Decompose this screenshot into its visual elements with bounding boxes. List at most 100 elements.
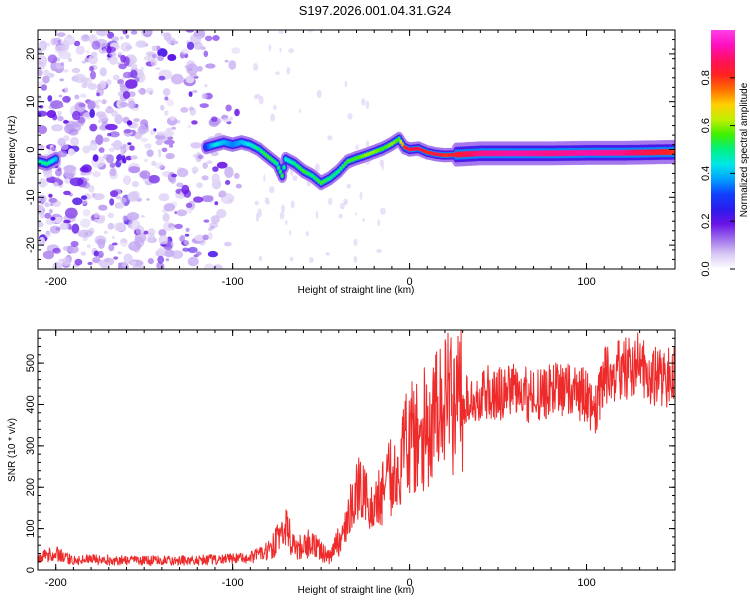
noise-speck — [125, 45, 133, 50]
noise-speck — [179, 235, 185, 243]
ridge-mark — [257, 147, 261, 152]
noise-speck — [103, 230, 108, 234]
noise-speck — [186, 41, 195, 51]
noise-speck — [71, 223, 80, 234]
noise-speck — [85, 50, 90, 54]
noise-speck — [58, 94, 63, 98]
noise-speck — [191, 120, 198, 125]
noise-speck — [202, 234, 209, 241]
noise-speck — [158, 229, 167, 237]
ridge-mark — [549, 150, 553, 157]
noise-speck — [109, 55, 118, 65]
y-tick-label: 0 — [25, 146, 37, 152]
noise-speck — [194, 234, 205, 242]
ridge-mark — [610, 149, 613, 157]
ridge-mark — [568, 149, 572, 157]
noise-speck — [80, 251, 87, 256]
noise-speck — [125, 34, 130, 39]
ridge-mark — [537, 150, 540, 157]
ridge-mark — [215, 142, 219, 147]
noise-speck — [73, 40, 81, 47]
ridge-mark — [643, 149, 646, 156]
noise-speck — [224, 241, 232, 247]
ridge-mark — [423, 149, 427, 154]
noise-speck — [50, 60, 58, 72]
noise-speck — [89, 123, 98, 132]
noise-speck — [206, 160, 213, 165]
ridge-mark — [589, 149, 593, 157]
ridge-mark — [587, 149, 590, 157]
noise-speck — [109, 51, 117, 57]
noise-speck — [119, 83, 126, 89]
noise-speck — [50, 37, 58, 46]
ridge-mark — [603, 149, 607, 157]
ridge-mark — [614, 149, 618, 157]
ridge-mark — [346, 159, 350, 164]
colorbar: 0.0 0.2 0.4 0.6 0.8 Normalized spectral ampl… — [700, 30, 750, 277]
ridge-mark — [560, 149, 563, 157]
ridge-mark — [262, 151, 265, 156]
colorbar-gradient — [711, 30, 735, 269]
noise-speck — [44, 212, 52, 219]
y-tick-label: 20 — [25, 48, 37, 60]
noise-speck — [131, 122, 139, 129]
noise-speck — [381, 163, 384, 171]
ridge-mark — [491, 150, 495, 157]
noise-speck — [114, 202, 125, 209]
noise-speck — [182, 247, 190, 252]
noise-speck — [109, 131, 120, 138]
ridge-mark — [279, 169, 282, 174]
noise-speck — [110, 190, 119, 198]
noise-speck — [157, 247, 166, 254]
noise-speck — [113, 222, 127, 232]
noise-speck — [107, 31, 115, 39]
noise-speck — [143, 30, 152, 35]
noise-speck — [228, 198, 232, 203]
noise-speck — [212, 166, 219, 172]
ridge-mark — [355, 156, 358, 161]
ridge-mark — [564, 149, 568, 157]
snr-y-label: SNR (10 * v/v) — [7, 418, 18, 482]
ridge-mark — [599, 149, 603, 157]
noise-speck — [214, 201, 219, 206]
ridge-mark — [383, 145, 387, 150]
noise-speck — [109, 168, 117, 177]
ridge-mark — [601, 149, 605, 157]
ridge-mark — [421, 148, 425, 153]
noise-speck — [201, 93, 208, 100]
noise-speck — [49, 208, 53, 214]
noise-speck — [167, 136, 174, 140]
ridge-mark — [503, 150, 507, 157]
noise-speck — [355, 144, 359, 150]
ridge-mark — [572, 149, 576, 157]
noise-speck — [82, 237, 88, 242]
ridge-mark — [304, 170, 307, 175]
noise-speck — [146, 198, 150, 201]
ridge-mark — [485, 150, 488, 157]
ridge-mark — [497, 150, 501, 157]
noise-speck — [42, 75, 50, 84]
noise-speck — [94, 235, 107, 246]
noise-speck — [147, 258, 154, 265]
noise-speck — [109, 198, 115, 206]
noise-speck — [69, 177, 84, 187]
ridge-mark — [432, 151, 436, 156]
ridge-mark — [566, 149, 570, 157]
noise-speck — [210, 116, 218, 122]
noise-speck — [164, 96, 169, 101]
ridge-mark — [522, 150, 526, 157]
spectrogram-x-axis: -200 -100 0 100 — [37, 30, 676, 288]
ridge-mark — [282, 165, 286, 170]
noise-speck — [119, 36, 124, 40]
ridge-mark — [229, 142, 232, 147]
noise-speck — [346, 183, 352, 189]
noise-speck — [99, 67, 107, 77]
noise-speck — [50, 216, 56, 221]
ridge-mark — [410, 147, 414, 152]
noise-speck — [92, 257, 101, 264]
ridge-mark — [556, 149, 559, 157]
ridge-mark — [359, 154, 363, 159]
noise-speck — [270, 113, 276, 122]
noise-speck — [327, 135, 333, 141]
snr-x-axis: -200 -100 0 100 — [37, 330, 676, 589]
